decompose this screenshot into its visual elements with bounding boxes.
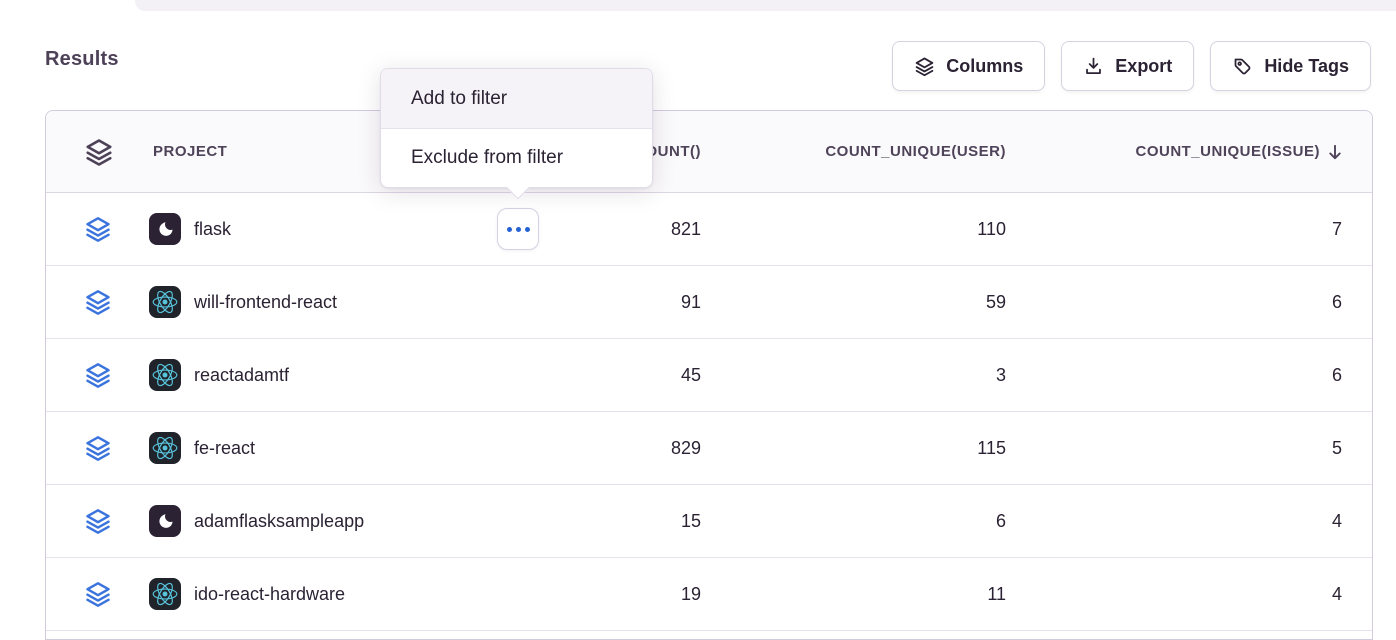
hide-tags-button[interactable]: Hide Tags: [1210, 41, 1371, 91]
cell-count: 15: [680, 510, 701, 531]
row-actions-button[interactable]: [497, 208, 539, 250]
cell-count: 821: [670, 218, 701, 239]
project-name: reactadamtf: [194, 364, 290, 385]
project-cell: ido-react-hardware: [46, 578, 501, 610]
results-table: PROJECT COUNT() COUNT_UNIQUE(USER) COUNT…: [45, 110, 1373, 640]
column-header-project-label: PROJECT: [153, 143, 228, 160]
column-header-project[interactable]: PROJECT: [46, 137, 501, 167]
project-name: fe-react: [194, 437, 256, 458]
cell-count-unique-user: 59: [985, 291, 1006, 312]
columns-button-label: Columns: [946, 55, 1024, 76]
table-row: will-frontend-react 91 59 6: [46, 266, 1372, 339]
layers-icon: [84, 434, 112, 462]
platform-icon: [149, 505, 181, 537]
table-row: reactadamtf 45 3 6: [46, 339, 1372, 412]
cell-count-unique-user: 110: [977, 218, 1006, 239]
cell-count-unique-issue: 4: [1331, 510, 1342, 531]
cell-count: 91: [680, 291, 701, 312]
react-icon: [152, 582, 178, 606]
export-button[interactable]: Export: [1061, 41, 1195, 91]
column-header-count-unique-issue[interactable]: COUNT_UNIQUE(ISSUE): [1006, 143, 1372, 161]
menu-item-add-to-filter[interactable]: Add to filter: [381, 69, 652, 128]
project-name: flask: [194, 218, 232, 239]
cutoff-panel-edge: [135, 0, 1396, 11]
flask-icon: [158, 221, 172, 236]
project-cell: reactadamtf: [46, 359, 501, 391]
cell-count: 19: [680, 583, 701, 604]
cell-count-unique-issue: 4: [1331, 583, 1342, 604]
cell-count-unique-user: 3: [995, 364, 1006, 385]
columns-button[interactable]: Columns: [892, 41, 1046, 91]
column-header-count-unique-user[interactable]: COUNT_UNIQUE(USER): [825, 143, 1006, 160]
column-header-count-unique-issue-label: COUNT_UNIQUE(ISSUE): [1135, 143, 1320, 160]
table-row: flask 821 110 7: [46, 193, 1372, 266]
layers-icon: [84, 507, 112, 535]
layers-icon: [84, 580, 112, 608]
table-row: adamflasksampleapp 15 6 4: [46, 485, 1372, 558]
table-row: ido-react-hardware 19 11 4: [46, 558, 1372, 631]
platform-icon: [149, 359, 181, 391]
cell-count-unique-issue: 7: [1331, 218, 1342, 239]
cell-count-unique-user: 115: [977, 437, 1006, 458]
cell-count-unique-issue: 6: [1331, 291, 1342, 312]
platform-icon: [149, 578, 181, 610]
export-button-label: Export: [1115, 55, 1173, 76]
project-cell: will-frontend-react: [46, 286, 501, 318]
cell-count-unique-user: 6: [995, 510, 1006, 531]
download-icon: [1083, 56, 1104, 77]
flask-icon: [158, 513, 172, 528]
table-row: fe-react 829 115 5: [46, 412, 1372, 485]
toolbar: Columns Export Hide Tags: [892, 41, 1371, 91]
cell-count: 829: [670, 437, 701, 458]
project-cell: adamflasksampleapp: [46, 505, 501, 537]
layers-icon: [84, 215, 112, 243]
layers-icon: [914, 56, 935, 77]
platform-icon: [149, 286, 181, 318]
platform-icon: [149, 432, 181, 464]
cell-count-unique-user: 11: [987, 583, 1006, 604]
layers-icon: [84, 361, 112, 389]
project-cell: flask: [46, 213, 501, 245]
react-icon: [152, 290, 178, 314]
platform-icon: [149, 213, 181, 245]
project-name: will-frontend-react: [194, 291, 338, 312]
layers-icon: [84, 137, 114, 167]
cell-count: 45: [680, 364, 701, 385]
sort-desc-icon: [1326, 143, 1344, 161]
layers-icon: [84, 288, 112, 316]
react-icon: [152, 436, 178, 460]
table-header: PROJECT COUNT() COUNT_UNIQUE(USER) COUNT…: [46, 111, 1372, 193]
project-name: adamflasksampleapp: [194, 510, 365, 531]
project-name: ido-react-hardware: [194, 583, 346, 604]
project-cell: fe-react: [46, 432, 501, 464]
tag-icon: [1232, 56, 1253, 77]
react-icon: [152, 363, 178, 387]
page-title: Results: [45, 48, 119, 70]
table-row-partial: [46, 631, 1372, 639]
cell-count-unique-issue: 5: [1331, 437, 1342, 458]
ellipsis-icon: [506, 226, 512, 232]
cell-count-unique-issue: 6: [1331, 364, 1342, 385]
menu-item-exclude-from-filter[interactable]: Exclude from filter: [381, 128, 652, 187]
hide-tags-button-label: Hide Tags: [1264, 55, 1349, 76]
context-menu: Add to filter Exclude from filter: [380, 68, 653, 200]
